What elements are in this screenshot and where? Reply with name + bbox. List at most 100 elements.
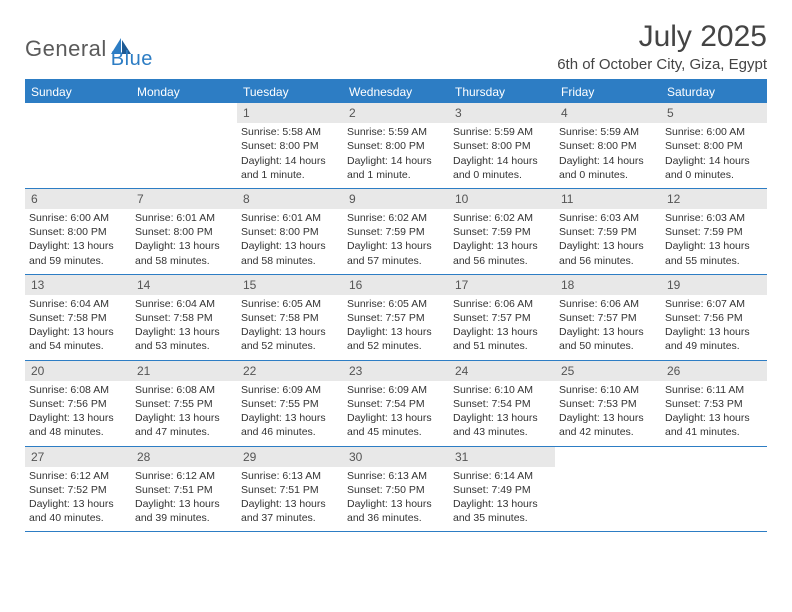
day-body: Sunrise: 6:05 AMSunset: 7:58 PMDaylight:… <box>237 297 343 354</box>
days-of-week-header: SundayMondayTuesdayWednesdayThursdayFrid… <box>25 81 767 103</box>
header: General Blue July 2025 6th of October Ci… <box>25 20 767 73</box>
day-cell: 14Sunrise: 6:04 AMSunset: 7:58 PMDayligh… <box>131 275 237 360</box>
sunset-text: Sunset: 7:52 PM <box>29 483 127 497</box>
sunrise-text: Sunrise: 6:05 AM <box>347 297 445 311</box>
sunset-text: Sunset: 7:53 PM <box>559 397 657 411</box>
sunrise-text: Sunrise: 6:04 AM <box>135 297 233 311</box>
day-cell: 17Sunrise: 6:06 AMSunset: 7:57 PMDayligh… <box>449 275 555 360</box>
logo-text-general: General <box>25 36 107 62</box>
sunrise-text: Sunrise: 6:02 AM <box>347 211 445 225</box>
day-number: 22 <box>237 361 343 381</box>
sunset-text: Sunset: 7:50 PM <box>347 483 445 497</box>
sunrise-text: Sunrise: 6:14 AM <box>453 469 551 483</box>
daylight-text: Daylight: 13 hours and 56 minutes. <box>453 239 551 267</box>
day-number: 4 <box>555 103 661 123</box>
sunset-text: Sunset: 7:58 PM <box>29 311 127 325</box>
sunset-text: Sunset: 8:00 PM <box>241 225 339 239</box>
daylight-text: Daylight: 13 hours and 55 minutes. <box>665 239 763 267</box>
sunset-text: Sunset: 7:53 PM <box>665 397 763 411</box>
month-title: July 2025 <box>557 20 767 54</box>
sunrise-text: Sunrise: 6:00 AM <box>665 125 763 139</box>
day-number: 15 <box>237 275 343 295</box>
sunrise-text: Sunrise: 6:01 AM <box>135 211 233 225</box>
sunset-text: Sunset: 8:00 PM <box>347 139 445 153</box>
day-body: Sunrise: 6:05 AMSunset: 7:57 PMDaylight:… <box>343 297 449 354</box>
day-cell: 31Sunrise: 6:14 AMSunset: 7:49 PMDayligh… <box>449 447 555 532</box>
daylight-text: Daylight: 14 hours and 0 minutes. <box>665 154 763 182</box>
sunset-text: Sunset: 7:57 PM <box>453 311 551 325</box>
sunset-text: Sunset: 7:59 PM <box>665 225 763 239</box>
sunrise-text: Sunrise: 6:01 AM <box>241 211 339 225</box>
day-number: 5 <box>661 103 767 123</box>
day-body: Sunrise: 6:01 AMSunset: 8:00 PMDaylight:… <box>131 211 237 268</box>
day-number: 13 <box>25 275 131 295</box>
daylight-text: Daylight: 14 hours and 0 minutes. <box>559 154 657 182</box>
daylight-text: Daylight: 13 hours and 37 minutes. <box>241 497 339 525</box>
day-body: Sunrise: 6:08 AMSunset: 7:55 PMDaylight:… <box>131 383 237 440</box>
day-body: Sunrise: 6:12 AMSunset: 7:52 PMDaylight:… <box>25 469 131 526</box>
week-row: ..1Sunrise: 5:58 AMSunset: 8:00 PMDaylig… <box>25 103 767 189</box>
sunrise-text: Sunrise: 5:58 AM <box>241 125 339 139</box>
day-number: 28 <box>131 447 237 467</box>
sunrise-text: Sunrise: 6:07 AM <box>665 297 763 311</box>
day-cell: 30Sunrise: 6:13 AMSunset: 7:50 PMDayligh… <box>343 447 449 532</box>
dow-cell: Thursday <box>449 81 555 103</box>
dow-cell: Tuesday <box>237 81 343 103</box>
day-body: Sunrise: 6:13 AMSunset: 7:50 PMDaylight:… <box>343 469 449 526</box>
day-cell: 13Sunrise: 6:04 AMSunset: 7:58 PMDayligh… <box>25 275 131 360</box>
daylight-text: Daylight: 13 hours and 45 minutes. <box>347 411 445 439</box>
day-number: 25 <box>555 361 661 381</box>
calendar: SundayMondayTuesdayWednesdayThursdayFrid… <box>25 79 767 532</box>
week-row: 6Sunrise: 6:00 AMSunset: 8:00 PMDaylight… <box>25 189 767 275</box>
day-number: 8 <box>237 189 343 209</box>
daylight-text: Daylight: 14 hours and 0 minutes. <box>453 154 551 182</box>
sunset-text: Sunset: 7:51 PM <box>135 483 233 497</box>
day-cell: . <box>661 447 767 532</box>
sunrise-text: Sunrise: 6:04 AM <box>29 297 127 311</box>
day-number: 14 <box>131 275 237 295</box>
day-body: Sunrise: 6:08 AMSunset: 7:56 PMDaylight:… <box>25 383 131 440</box>
day-cell: 7Sunrise: 6:01 AMSunset: 8:00 PMDaylight… <box>131 189 237 274</box>
daylight-text: Daylight: 13 hours and 59 minutes. <box>29 239 127 267</box>
daylight-text: Daylight: 14 hours and 1 minute. <box>347 154 445 182</box>
sunrise-text: Sunrise: 6:05 AM <box>241 297 339 311</box>
sunrise-text: Sunrise: 5:59 AM <box>559 125 657 139</box>
daylight-text: Daylight: 13 hours and 53 minutes. <box>135 325 233 353</box>
sunset-text: Sunset: 7:56 PM <box>29 397 127 411</box>
day-cell: 18Sunrise: 6:06 AMSunset: 7:57 PMDayligh… <box>555 275 661 360</box>
sunrise-text: Sunrise: 6:09 AM <box>347 383 445 397</box>
daylight-text: Daylight: 13 hours and 42 minutes. <box>559 411 657 439</box>
day-body: Sunrise: 6:06 AMSunset: 7:57 PMDaylight:… <box>555 297 661 354</box>
day-number: 7 <box>131 189 237 209</box>
daylight-text: Daylight: 13 hours and 49 minutes. <box>665 325 763 353</box>
day-cell: 4Sunrise: 5:59 AMSunset: 8:00 PMDaylight… <box>555 103 661 188</box>
daylight-text: Daylight: 13 hours and 46 minutes. <box>241 411 339 439</box>
day-cell: 8Sunrise: 6:01 AMSunset: 8:00 PMDaylight… <box>237 189 343 274</box>
daylight-text: Daylight: 13 hours and 50 minutes. <box>559 325 657 353</box>
daylight-text: Daylight: 13 hours and 39 minutes. <box>135 497 233 525</box>
sunrise-text: Sunrise: 6:13 AM <box>241 469 339 483</box>
logo-text-blue: Blue <box>111 48 153 71</box>
weeks-container: ..1Sunrise: 5:58 AMSunset: 8:00 PMDaylig… <box>25 103 767 532</box>
daylight-text: Daylight: 13 hours and 36 minutes. <box>347 497 445 525</box>
day-number: 21 <box>131 361 237 381</box>
sunrise-text: Sunrise: 6:13 AM <box>347 469 445 483</box>
sunset-text: Sunset: 7:55 PM <box>241 397 339 411</box>
day-number: 1 <box>237 103 343 123</box>
day-body: Sunrise: 6:10 AMSunset: 7:53 PMDaylight:… <box>555 383 661 440</box>
day-body: Sunrise: 5:59 AMSunset: 8:00 PMDaylight:… <box>555 125 661 182</box>
day-cell: 19Sunrise: 6:07 AMSunset: 7:56 PMDayligh… <box>661 275 767 360</box>
day-number: 20 <box>25 361 131 381</box>
day-cell: 28 Sunrise: 6:12 AMSunset: 7:51 PMDayligh… <box>131 447 237 532</box>
sunset-text: Sunset: 7:59 PM <box>453 225 551 239</box>
day-body: Sunrise: 6:00 AMSunset: 8:00 PMDaylight:… <box>661 125 767 182</box>
sunset-text: Sunset: 8:00 PM <box>135 225 233 239</box>
sunset-text: Sunset: 7:57 PM <box>559 311 657 325</box>
sunrise-text: Sunrise: 6:12 AM <box>135 469 233 483</box>
day-number: 3 <box>449 103 555 123</box>
day-cell: 25Sunrise: 6:10 AMSunset: 7:53 PMDayligh… <box>555 361 661 446</box>
day-cell: 12Sunrise: 6:03 AMSunset: 7:59 PMDayligh… <box>661 189 767 274</box>
sunset-text: Sunset: 7:57 PM <box>347 311 445 325</box>
daylight-text: Daylight: 14 hours and 1 minute. <box>241 154 339 182</box>
day-cell: 22Sunrise: 6:09 AMSunset: 7:55 PMDayligh… <box>237 361 343 446</box>
